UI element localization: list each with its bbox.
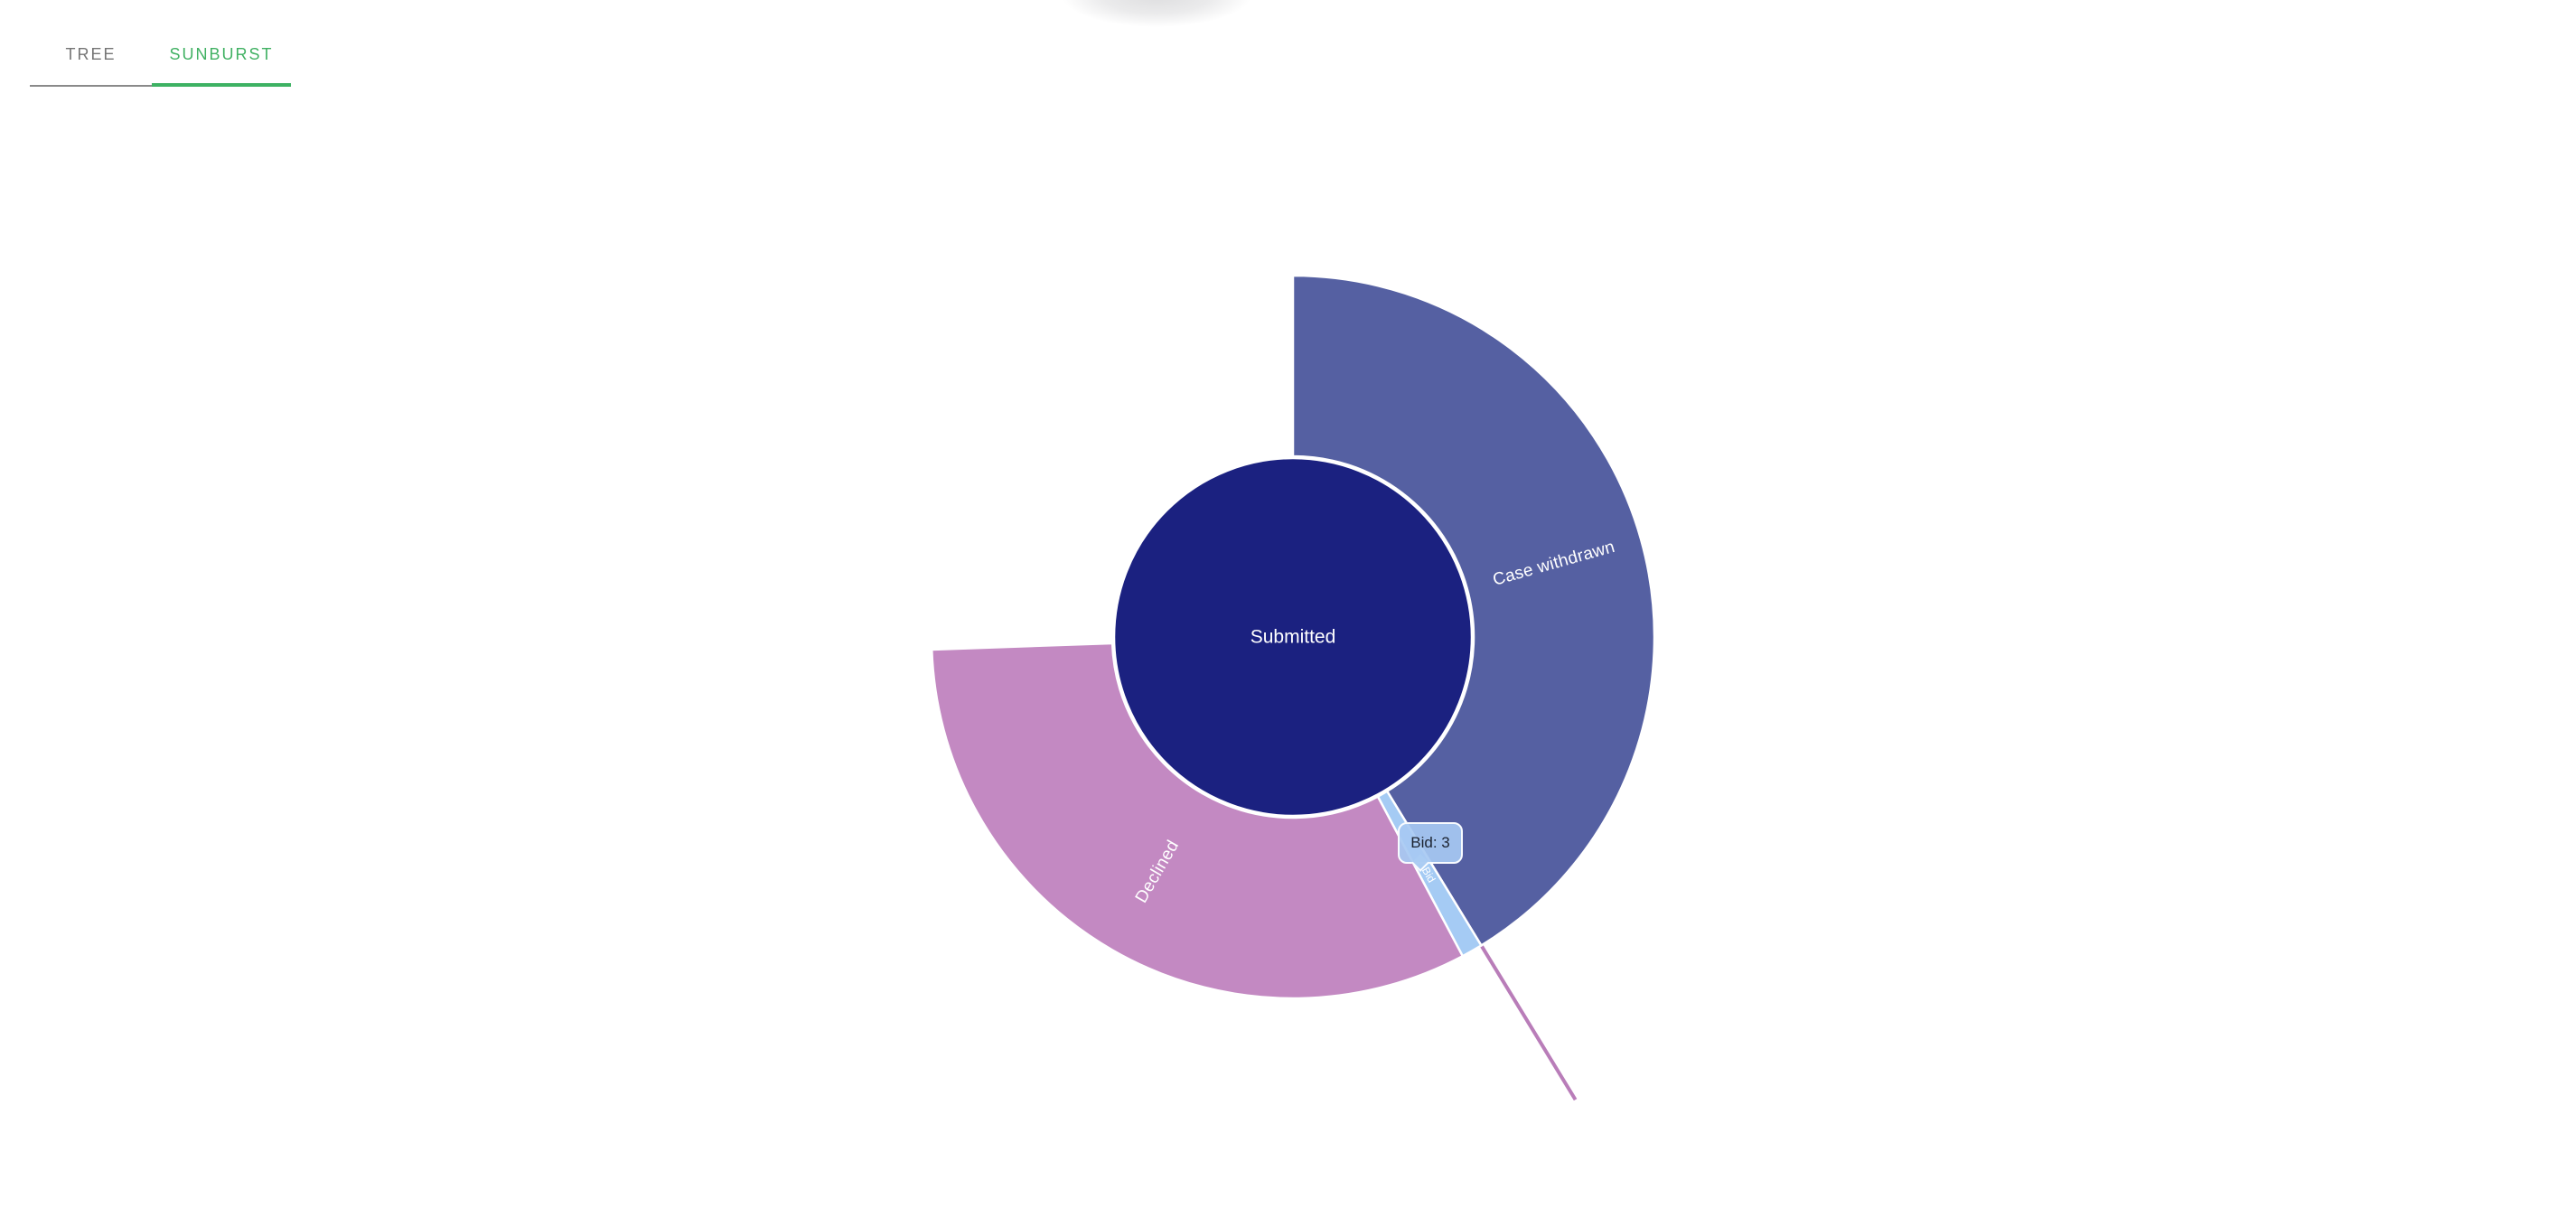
tab-sunburst[interactable]: SUNBURST <box>152 0 291 87</box>
segment-case-withdrawn[interactable] <box>1291 274 1656 948</box>
tab-bar: TREE SUNBURST <box>30 0 291 87</box>
tab-tree-label: TREE <box>65 44 117 63</box>
segment-submitted[interactable] <box>1112 456 1474 818</box>
chart-tooltip: Bid: 3 <box>1398 822 1463 864</box>
segment-declined[interactable] <box>930 641 1465 1000</box>
tab-sunburst-label: SUNBURST <box>169 44 274 63</box>
tab-tree[interactable]: TREE <box>30 0 152 87</box>
leader-line <box>1479 944 1578 1101</box>
tooltip-text: Bid: 3 <box>1410 834 1450 851</box>
